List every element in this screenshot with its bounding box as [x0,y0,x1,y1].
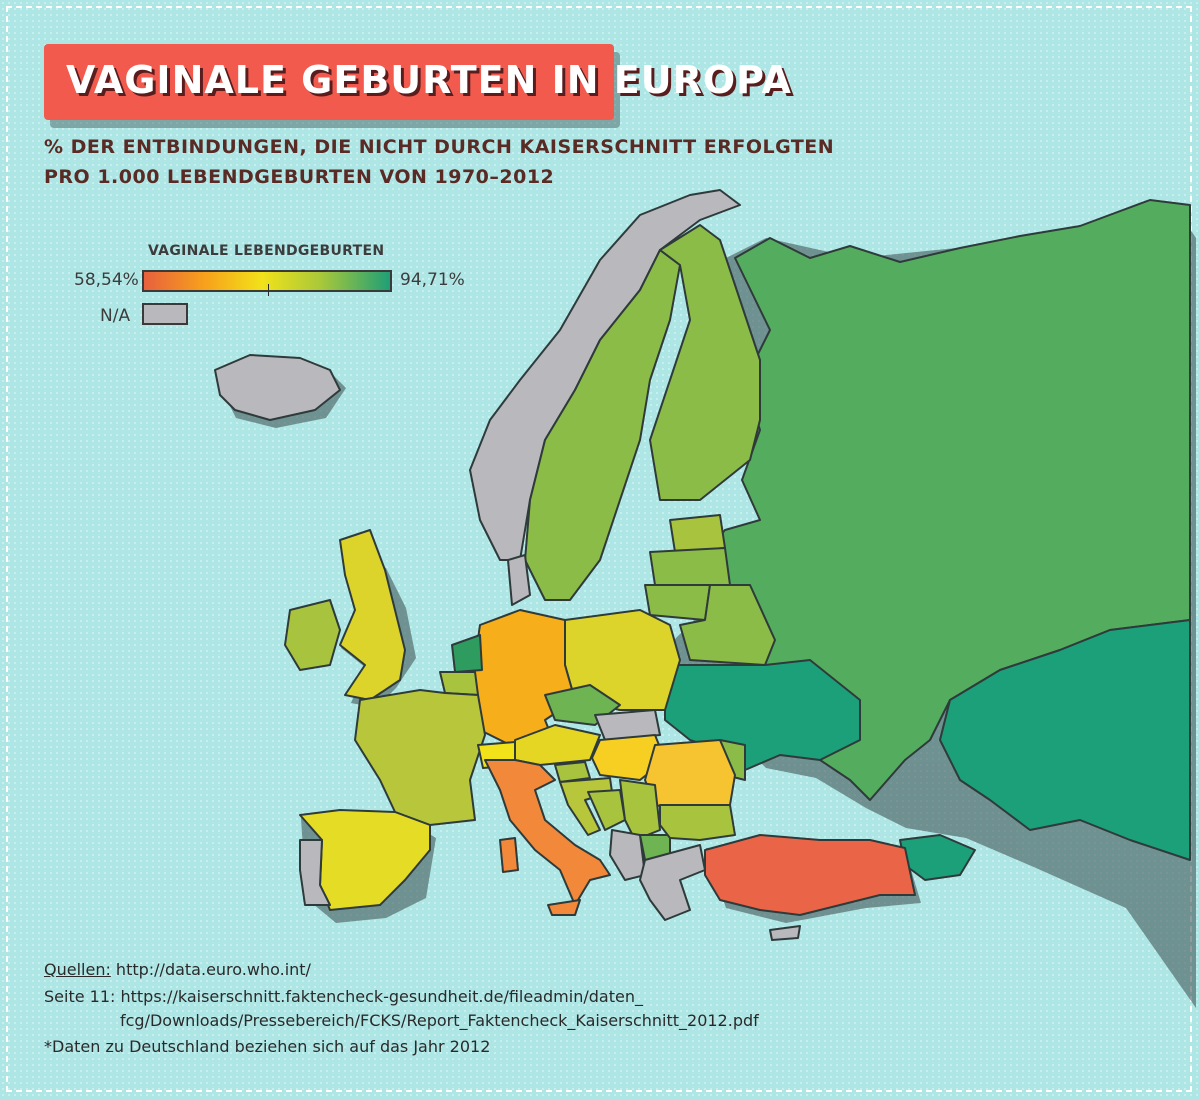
country-turkey [704,834,916,916]
country-netherlands [451,634,483,673]
country-latvia [649,547,731,586]
country-romania [644,739,736,813]
legend-color-scale [142,270,392,292]
legend-na-swatch [142,303,188,325]
country-slovenia [554,761,591,783]
country-italy [484,759,611,906]
page-title: VAGINALE GEBURTEN IN EUROPA [66,58,792,102]
country-germany [471,609,576,746]
country-iceland [214,354,341,421]
subtitle-line-2: PRO 1.000 LEBENDGEBURTEN VON 1970–2012 [44,166,555,188]
country-belarus [679,584,776,666]
sources-line-2[interactable]: Seite 11: https://kaiserschnitt.faktench… [44,987,643,1006]
subtitle-line-1: % DER ENTBINDUNGEN, DIE NICHT DURCH KAIS… [44,136,835,158]
country-bulgaria [659,804,736,841]
country-finland [649,224,761,501]
legend-na-label: N/A [100,306,131,326]
title-banner: VAGINALE GEBURTEN IN EUROPA [44,44,791,120]
legend-max-label: 94,71% [400,270,465,290]
country-ireland [284,599,341,671]
country-albania [609,829,646,881]
country-estonia [669,514,726,553]
country-denmark [507,554,531,606]
country-lithuania [644,584,711,621]
sources-line-3[interactable]: fcg/Downloads/Pressebereich/FCKS/Report_… [120,1011,759,1030]
legend-title: VAGINALE LEBENDGEBURTEN [148,243,385,259]
country-portugal [299,839,331,906]
sources-line-1: Quellen: http://data.euro.who.int/ [44,960,311,979]
country-belgium [439,671,479,696]
country-russia [699,199,1191,801]
country-greece [639,844,706,921]
country-hungary [591,734,666,781]
country-sicily [547,899,581,916]
country-france [354,689,486,826]
legend-min-label: 58,54% [74,270,139,290]
country-sardinia [499,837,519,873]
sources-label: Quellen: [44,960,111,979]
country-serbia [619,779,661,841]
country-slovakia [594,709,661,741]
country-cyprus [769,925,801,941]
legend-tick [268,284,269,296]
sources-url-who[interactable]: http://data.euro.who.int/ [110,960,311,979]
country-kazakhstan [939,619,1191,861]
country-united-kingdom [339,529,406,701]
sources-footnote: *Daten zu Deutschland beziehen sich auf … [44,1037,491,1056]
